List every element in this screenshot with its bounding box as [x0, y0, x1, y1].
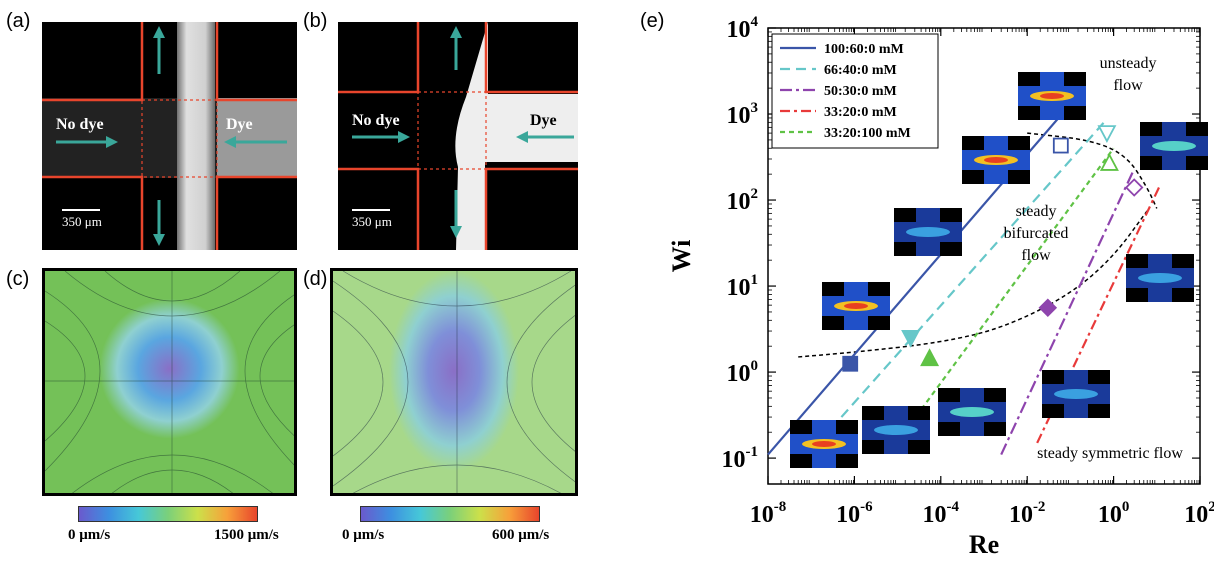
y-axis-label: Wi: [667, 240, 696, 273]
svg-text:flow: flow: [1113, 77, 1143, 94]
colorbar-c-min: 0 μm/s: [68, 527, 111, 543]
y-tick-label: 104: [727, 14, 759, 43]
data-point: [901, 329, 921, 348]
plot-frame: [767, 27, 1201, 485]
streamlines-c: [45, 271, 294, 493]
panel-label-e: (e): [640, 10, 665, 32]
dye-label-b: Dye: [530, 112, 557, 129]
channel-cross-a: [42, 22, 297, 250]
scale-label-b: 350 μm: [352, 214, 392, 229]
svg-text:steady: steady: [1016, 203, 1057, 220]
svg-text:bifurcated: bifurcated: [1004, 225, 1069, 242]
legend: 100:60:0 mM 66:40:0 mM 50:30:0 mM 33:20:0 m…: [771, 33, 939, 149]
series-line: [909, 147, 1115, 425]
svg-text:flow: flow: [1021, 247, 1051, 264]
colorbar-d-max: 600 μm/s: [492, 527, 550, 543]
panel-label-c: (c): [6, 268, 30, 290]
legend-entry: 33:20:0 mM: [824, 105, 897, 120]
panel-label-b: (b): [303, 10, 328, 32]
data-point: [1099, 153, 1119, 171]
y-tick-label: 102: [727, 186, 759, 215]
regime-boundary: [1027, 132, 1158, 209]
flow-inset: [1140, 122, 1208, 170]
data-point: [1124, 178, 1144, 197]
dye-micrograph-a: No dye Dye 350 μm: [42, 22, 297, 250]
flow-inset: [790, 420, 858, 468]
flow-inset: [822, 282, 890, 330]
channel-cross-b: [338, 22, 578, 250]
flow-inset: [962, 136, 1030, 184]
no-dye-label-a: No dye: [56, 116, 104, 133]
x-tick-label: 10-8: [750, 499, 787, 528]
panel-label-d: (d): [303, 268, 328, 290]
y-tick-label: 103: [727, 100, 759, 129]
data-point: [1097, 125, 1117, 144]
legend-entry: 66:40:0 mM: [824, 63, 897, 78]
flow-inset: [1042, 370, 1110, 418]
annotation-bifurcated: steady bifurcated flow: [1004, 203, 1069, 264]
flow-inset: [938, 388, 1006, 436]
colorbar-c-max: 1500 μm/s: [214, 527, 279, 543]
data-point: [1052, 137, 1069, 154]
legend-entry: 50:30:0 mM: [824, 84, 897, 99]
dye-micrograph-b: No dye Dye 350 μm: [338, 22, 578, 250]
series-line: [840, 121, 1105, 418]
velocity-field-d: [330, 268, 578, 496]
x-tick-label: 10-2: [1009, 499, 1045, 528]
legend-entry: 100:60:0 mM: [824, 42, 904, 57]
colorbar-c: [78, 506, 258, 522]
x-tick-label: 10-4: [923, 499, 960, 528]
svg-text:unsteady: unsteady: [1100, 55, 1157, 72]
x-axis-label: Re: [969, 530, 999, 559]
colorbar-d: [360, 506, 540, 522]
flow-inset: [1126, 254, 1194, 302]
y-tick-label: 100: [727, 358, 759, 387]
y-tick-label: 101: [727, 272, 759, 301]
x-tick-label: 100: [1098, 499, 1130, 528]
data-point: [920, 348, 940, 367]
streamlines-d: [333, 271, 575, 493]
annotation-symmetric: steady symmetric flow: [1037, 445, 1183, 462]
series-line: [1000, 168, 1136, 456]
wi-re-chart: 10-8 10-6 10-4 10-2 100 102 10-1 100 101 102 103 1…: [667, 14, 1214, 559]
data-point: [842, 355, 859, 372]
legend-entry: 33:20:100 mM: [824, 126, 911, 141]
scale-label-a: 350 μm: [62, 214, 102, 229]
colorbar-d-min: 0 μm/s: [342, 527, 385, 543]
regime-boundary: [798, 210, 1148, 358]
no-dye-label-b: No dye: [352, 112, 400, 129]
y-tick-label: 10-1: [722, 444, 759, 473]
x-tick-label: 102: [1184, 499, 1214, 528]
dye-label-a: Dye: [226, 116, 253, 133]
annotation-unsteady: unsteady flow: [1100, 55, 1157, 94]
panel-label-a: (a): [6, 10, 31, 32]
x-tick-label: 10-6: [836, 499, 873, 528]
flow-inset: [894, 208, 962, 256]
flow-inset: [862, 406, 930, 454]
flow-inset: [1018, 72, 1086, 120]
data-point: [1038, 298, 1058, 317]
velocity-field-c: [42, 268, 297, 496]
